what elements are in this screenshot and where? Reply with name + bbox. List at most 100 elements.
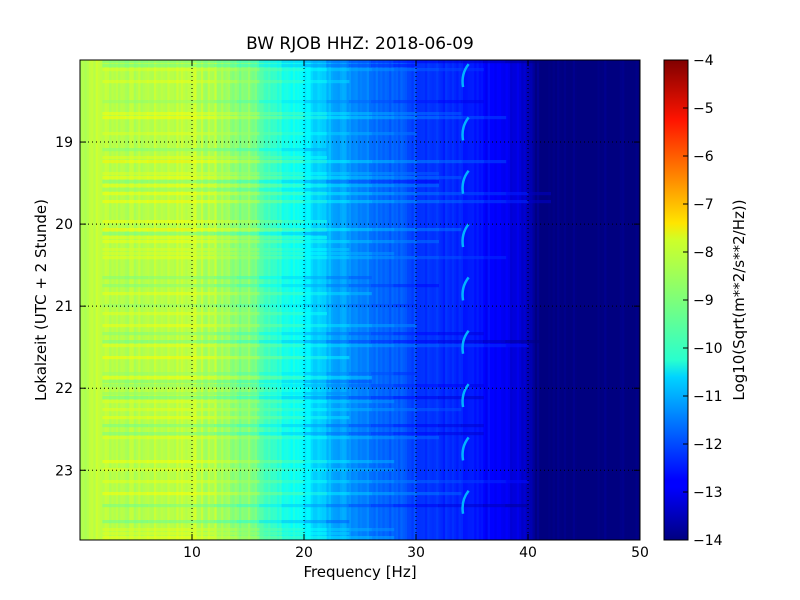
heatmap-streak bbox=[214, 232, 238, 236]
heatmap-column bbox=[528, 60, 531, 540]
heatmap-streak bbox=[371, 372, 395, 376]
heatmap-streak bbox=[281, 392, 305, 396]
heatmap-streak bbox=[438, 228, 462, 232]
heatmap-streak bbox=[214, 80, 238, 84]
heatmap-column bbox=[192, 60, 195, 540]
heatmap-column bbox=[351, 60, 354, 540]
heatmap-streak bbox=[236, 532, 260, 536]
heatmap-column bbox=[301, 60, 305, 540]
x-tick-label: 50 bbox=[631, 545, 649, 561]
heatmap-streak bbox=[326, 256, 350, 260]
heatmap-column bbox=[218, 60, 222, 540]
heatmap-streak bbox=[304, 436, 327, 440]
heatmap-streak bbox=[192, 504, 215, 508]
heatmap-streak bbox=[438, 60, 462, 64]
heatmap-streak bbox=[102, 172, 126, 176]
heatmap-streak bbox=[236, 276, 260, 280]
heatmap-streak bbox=[147, 340, 171, 344]
heatmap-streak bbox=[236, 468, 260, 472]
heatmap-streak bbox=[304, 460, 327, 464]
heatmap-streak bbox=[438, 344, 462, 348]
heatmap-streak bbox=[124, 432, 148, 436]
heatmap-column bbox=[624, 60, 628, 540]
heatmap-streak bbox=[236, 480, 260, 484]
heatmap-streak bbox=[259, 256, 283, 260]
heatmap-streak bbox=[192, 200, 215, 204]
heatmap-streak bbox=[124, 176, 148, 180]
heatmap-streak bbox=[147, 408, 171, 412]
heatmap-column bbox=[216, 60, 220, 540]
heatmap-streak bbox=[281, 504, 305, 508]
heatmap-streak bbox=[371, 228, 395, 232]
colorbar-tick-label: −8 bbox=[693, 245, 714, 261]
heatmap-streak bbox=[169, 228, 193, 232]
heatmap-streak bbox=[281, 228, 305, 232]
heatmap-streak bbox=[102, 344, 126, 348]
heatmap-streak bbox=[169, 200, 193, 204]
heatmap-streak bbox=[304, 100, 327, 104]
heatmap-streak bbox=[214, 460, 238, 464]
heatmap-column bbox=[281, 60, 285, 540]
heatmap-streak bbox=[259, 220, 283, 224]
heatmap-streak bbox=[326, 416, 350, 420]
heatmap-streak bbox=[281, 240, 305, 244]
heatmap-streak bbox=[214, 372, 238, 376]
heatmap-streak bbox=[214, 184, 238, 188]
heatmap-streak bbox=[304, 392, 327, 396]
heatmap-streak bbox=[259, 340, 283, 344]
heatmap-streak bbox=[304, 132, 327, 136]
heatmap-streak bbox=[147, 332, 171, 336]
heatmap-column bbox=[196, 60, 200, 540]
colorbar-ticks: −14 −13 −12 −11 −10 −9 −8 −7 −6 −5 −4 bbox=[683, 53, 723, 549]
heatmap-streak bbox=[214, 312, 238, 316]
heatmap-streak bbox=[169, 160, 193, 164]
tonal-line-segment bbox=[461, 436, 470, 461]
heatmap-streak bbox=[236, 392, 260, 396]
heatmap-streak bbox=[102, 340, 126, 344]
heatmap-streak bbox=[124, 532, 148, 536]
heatmap-streak bbox=[102, 416, 126, 420]
x-tick-label: 10 bbox=[183, 545, 201, 561]
heatmap-streak bbox=[371, 256, 395, 260]
heatmap-streak bbox=[259, 332, 283, 336]
heatmap-streak bbox=[147, 232, 171, 236]
heatmap-streak bbox=[102, 80, 126, 84]
heatmap-streak bbox=[236, 304, 260, 308]
heatmap-streak bbox=[147, 156, 171, 160]
heatmap-streak bbox=[236, 376, 260, 380]
heatmap-streak bbox=[214, 252, 238, 256]
heatmap-streak bbox=[281, 312, 305, 316]
colorbar-tick-label: −12 bbox=[693, 437, 723, 453]
heatmap-column bbox=[407, 60, 410, 540]
heatmap-streak bbox=[236, 252, 260, 256]
heatmap-column bbox=[572, 60, 576, 540]
heatmap-streak bbox=[304, 148, 327, 152]
heatmap-column bbox=[519, 60, 522, 540]
heatmap-streak bbox=[147, 536, 171, 540]
heatmap-streak bbox=[169, 460, 193, 464]
heatmap-column bbox=[431, 60, 435, 540]
heatmap-streak bbox=[214, 532, 238, 536]
heatmap-column bbox=[604, 60, 607, 540]
heatmap-streak bbox=[102, 396, 126, 400]
heatmap-streak bbox=[438, 504, 462, 508]
heatmap-column bbox=[530, 60, 534, 540]
heatmap-streak bbox=[192, 228, 215, 232]
heatmap-streak bbox=[348, 332, 372, 336]
heatmap-streak bbox=[102, 60, 126, 64]
heatmap-streak bbox=[416, 504, 439, 508]
heatmap-streak bbox=[192, 240, 215, 244]
heatmap-streak bbox=[169, 492, 193, 496]
heatmap-streak bbox=[259, 408, 283, 412]
heatmap-column bbox=[115, 60, 119, 540]
heatmap-streak bbox=[169, 116, 193, 120]
heatmap-streak bbox=[259, 400, 283, 404]
heatmap-streak bbox=[460, 332, 484, 336]
heatmap-column bbox=[588, 60, 592, 540]
heatmap-streak bbox=[192, 372, 215, 376]
heatmap-streak bbox=[102, 372, 126, 376]
heatmap-streak bbox=[192, 356, 215, 360]
heatmap-column bbox=[214, 60, 218, 540]
heatmap-streak bbox=[236, 400, 260, 404]
heatmap-streak bbox=[124, 240, 148, 244]
